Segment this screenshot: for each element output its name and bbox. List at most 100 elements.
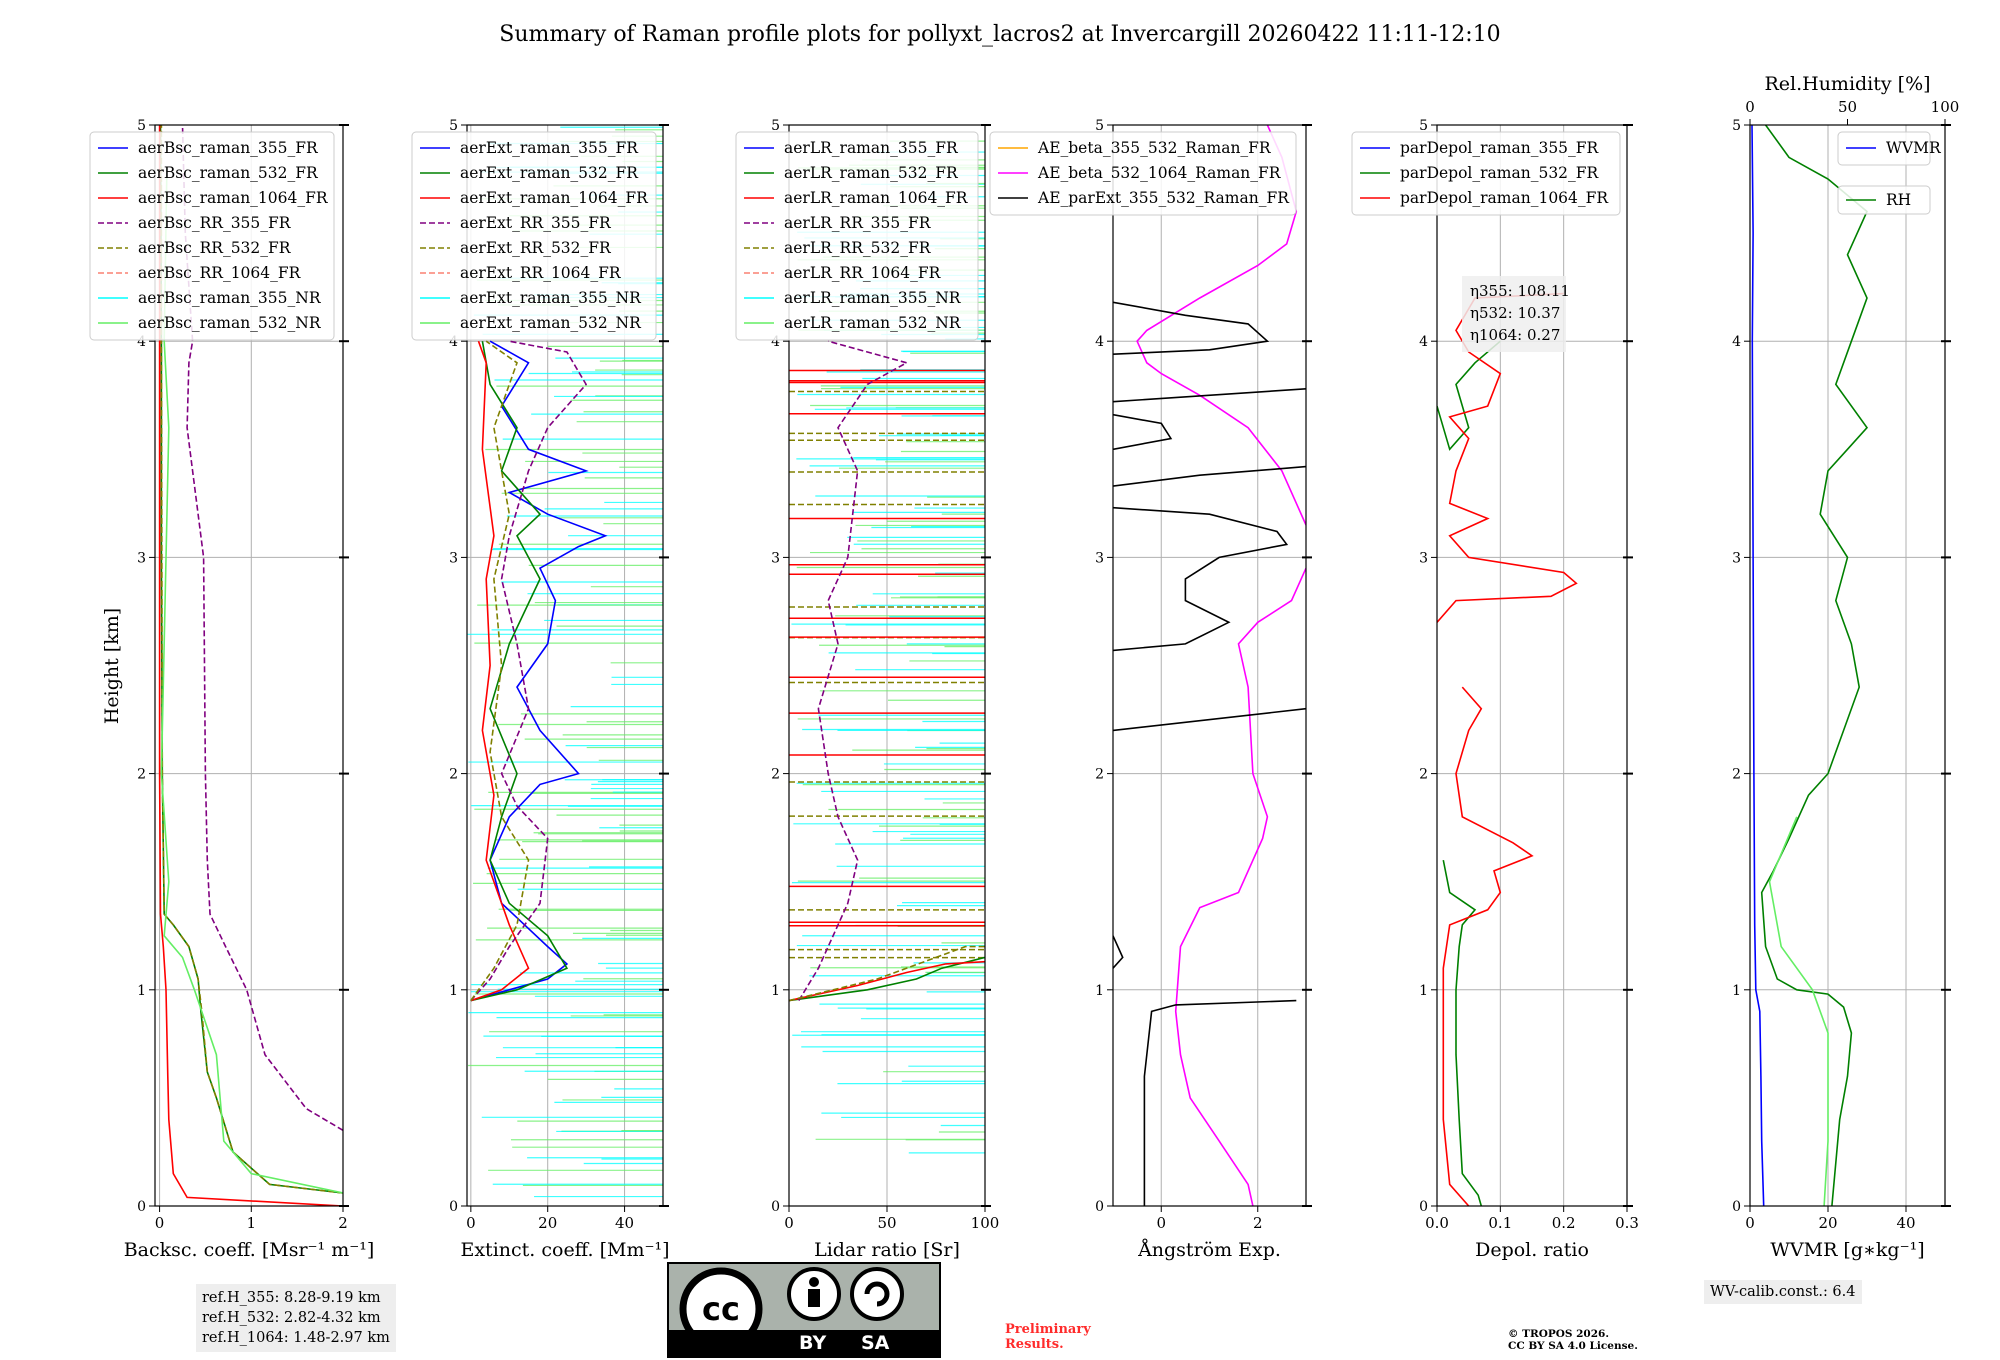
series-line-aerExt_raman_355_FR bbox=[470, 340, 608, 1002]
series-group bbox=[1751, 125, 1869, 1206]
legend-entry: aerExt_raman_355_FR bbox=[460, 139, 639, 157]
y-tick-label: 3 bbox=[1095, 550, 1104, 566]
series-line-AE_parExt_355_532_Raman_FR bbox=[1113, 506, 1289, 652]
cc-sa-label: SA bbox=[861, 1332, 890, 1354]
legend: AE_beta_355_532_Raman_FR AE_beta_532_1064… bbox=[989, 131, 1297, 216]
y-tick-label: 2 bbox=[771, 767, 780, 783]
series-line-RH_light bbox=[1768, 816, 1829, 1206]
y-tick-label: 2 bbox=[1095, 767, 1104, 783]
axes-frame bbox=[1749, 124, 1946, 1207]
x-tick-label: 100 bbox=[971, 1214, 1000, 1232]
y-tick-label: 2 bbox=[1732, 767, 1741, 783]
series-line-aerExt_RR_355_FR bbox=[470, 340, 588, 1002]
eta-value: η532: 10.37 bbox=[1470, 304, 1560, 322]
y-tick-label: 3 bbox=[449, 550, 458, 566]
legend-entry: aerLR_RR_1064_FR bbox=[784, 264, 942, 282]
chart-panel-backscatter: 0 1 2 3 4 5 0 1 2 Backsc. coeff. [Msr⁻¹ m⁻¹] aerBs… bbox=[89, 118, 375, 1261]
series-line-parDepol_raman_532_FR bbox=[1437, 340, 1501, 451]
y-tick-label: 1 bbox=[1095, 983, 1104, 999]
legend-box bbox=[989, 131, 1297, 216]
y-tick-label: 1 bbox=[1419, 983, 1428, 999]
series-line-parDepol_raman_1064_FR bbox=[1442, 686, 1534, 1206]
x-tick-label: 0.3 bbox=[1615, 1214, 1639, 1232]
legend-box bbox=[89, 131, 335, 341]
legend-entry: AE_beta_532_1064_Raman_FR bbox=[1037, 164, 1282, 182]
series-line-AE_parExt_355_532_Raman_FR bbox=[1113, 301, 1270, 355]
series-line-WVMR bbox=[1751, 125, 1765, 1206]
figure-title: Summary of Raman profile plots for polly… bbox=[499, 22, 1501, 47]
preliminary-line-2: Results. bbox=[1005, 1337, 1064, 1352]
y-tick-label: 5 bbox=[1419, 118, 1428, 134]
eta-box-bg bbox=[1462, 276, 1566, 352]
x-tick-label: 50 bbox=[877, 1214, 896, 1232]
x-tick-label: 20 bbox=[538, 1214, 557, 1232]
axes-frame bbox=[154, 124, 344, 1207]
series-line-AE_beta_532_1064_Raman_FR bbox=[1136, 125, 1306, 526]
x-tick-label: 40 bbox=[1896, 1214, 1915, 1232]
x-axis-label: Depol. ratio bbox=[1475, 1239, 1589, 1261]
series-line-aerLR_raman_1064_FR bbox=[789, 960, 985, 1002]
legend-entry: aerExt_raman_532_NR bbox=[460, 314, 642, 332]
legend-entry: aerBsc_raman_355_NR bbox=[138, 289, 322, 307]
legend: aerExt_raman_355_FR aerExt_raman_532_FRae… bbox=[411, 131, 657, 341]
ref-height-355: ref.H_355: 8.28-9.19 km bbox=[202, 1290, 381, 1306]
copyright-line-2: CC BY SA 4.0 License. bbox=[1508, 1340, 1638, 1352]
y-tick-label: 5 bbox=[137, 118, 146, 134]
legend: parDepol_raman_355_FR parDepol_raman_532_… bbox=[1351, 131, 1621, 216]
cc-license-badge: cc BY SA bbox=[667, 1262, 941, 1358]
y-tick-label: 5 bbox=[1732, 118, 1741, 134]
y-tick-label: 2 bbox=[449, 767, 458, 783]
y-tick-label: 4 bbox=[1419, 334, 1428, 350]
x-axis-label: Lidar ratio [Sr] bbox=[814, 1239, 960, 1261]
y-tick-label: 1 bbox=[449, 983, 458, 999]
y-tick-label: 0 bbox=[1732, 1199, 1741, 1215]
series-group bbox=[158, 125, 343, 1206]
series-line-aerLR_RR_355_FR bbox=[798, 340, 909, 1002]
y-tick-label: 3 bbox=[1732, 550, 1741, 566]
ref-height-532: ref.H_532: 2.82-4.32 km bbox=[202, 1310, 381, 1326]
x-axis-label: WVMR [g∗kg⁻¹] bbox=[1770, 1239, 1924, 1261]
legend: aerBsc_raman_355_FR aerBsc_raman_532_FRae… bbox=[89, 131, 335, 341]
by-person-head bbox=[809, 1277, 819, 1287]
cc-logo-text: cc bbox=[702, 1290, 740, 1328]
y-tick-label: 3 bbox=[137, 550, 146, 566]
by-person-body bbox=[808, 1289, 820, 1307]
sa-arrow bbox=[864, 1281, 890, 1307]
series-line-aerBsc_RR_355_FR bbox=[181, 125, 343, 1131]
series-line-aerLR_raman_532_FR bbox=[789, 956, 985, 1002]
series-line-AE_parExt_355_532_Raman_FR bbox=[1143, 999, 1297, 1206]
legend-entry: aerExt_raman_355_NR bbox=[460, 289, 642, 307]
y-tick-label: 5 bbox=[1095, 118, 1104, 134]
x-axis-label: Backsc. coeff. [Msr⁻¹ m⁻¹] bbox=[124, 1239, 375, 1261]
x-tick-label: 0 bbox=[466, 1214, 476, 1232]
y-tick-label: 4 bbox=[137, 334, 146, 350]
copyright-note: © TROPOS 2026. CC BY SA 4.0 License. bbox=[1508, 1328, 1638, 1352]
series-line-AE_parExt_355_532_Raman_FR bbox=[1113, 465, 1306, 487]
top-x-tick-label: 50 bbox=[1838, 98, 1857, 116]
x-tick-label: 0 bbox=[784, 1214, 794, 1232]
preliminary-line-1: Preliminary bbox=[1005, 1322, 1091, 1337]
preliminary-note: Preliminary Results. bbox=[1005, 1322, 1091, 1352]
x-tick-label: 0 bbox=[1745, 1214, 1755, 1232]
y-tick-label: 0 bbox=[1095, 1199, 1104, 1215]
series-line-aerBsc_raman_532_NR bbox=[160, 168, 343, 1194]
legend-box bbox=[1351, 131, 1621, 216]
chart-panel-angstrom: 0 1 2 3 4 5 0 2 Ångström Exp. AE_beta_355_532_Ram… bbox=[989, 118, 1312, 1261]
y-tick-label: 4 bbox=[771, 334, 780, 350]
series-group bbox=[470, 340, 608, 1002]
legend-entry: AE_parExt_355_532_Raman_FR bbox=[1037, 189, 1290, 207]
legend-entry: aerBsc_RR_355_FR bbox=[138, 214, 292, 232]
y-tick-label: 2 bbox=[137, 767, 146, 783]
y-tick-label: 5 bbox=[449, 118, 458, 134]
series-group bbox=[1437, 292, 1578, 1206]
legend-entry: aerLR_raman_532_NR bbox=[784, 314, 962, 332]
eta-box: η355: 108.11 η532: 10.37 η1064: 0.27 bbox=[1462, 276, 1570, 352]
legend-box bbox=[411, 131, 657, 341]
ref-height-1064: ref.H_1064: 1.48-2.97 km bbox=[202, 1330, 390, 1346]
legend: WVMR RH bbox=[1837, 131, 1942, 215]
top-x-tick-label: 0 bbox=[1745, 98, 1755, 116]
legend-entry: aerLR_RR_532_FR bbox=[784, 239, 932, 257]
